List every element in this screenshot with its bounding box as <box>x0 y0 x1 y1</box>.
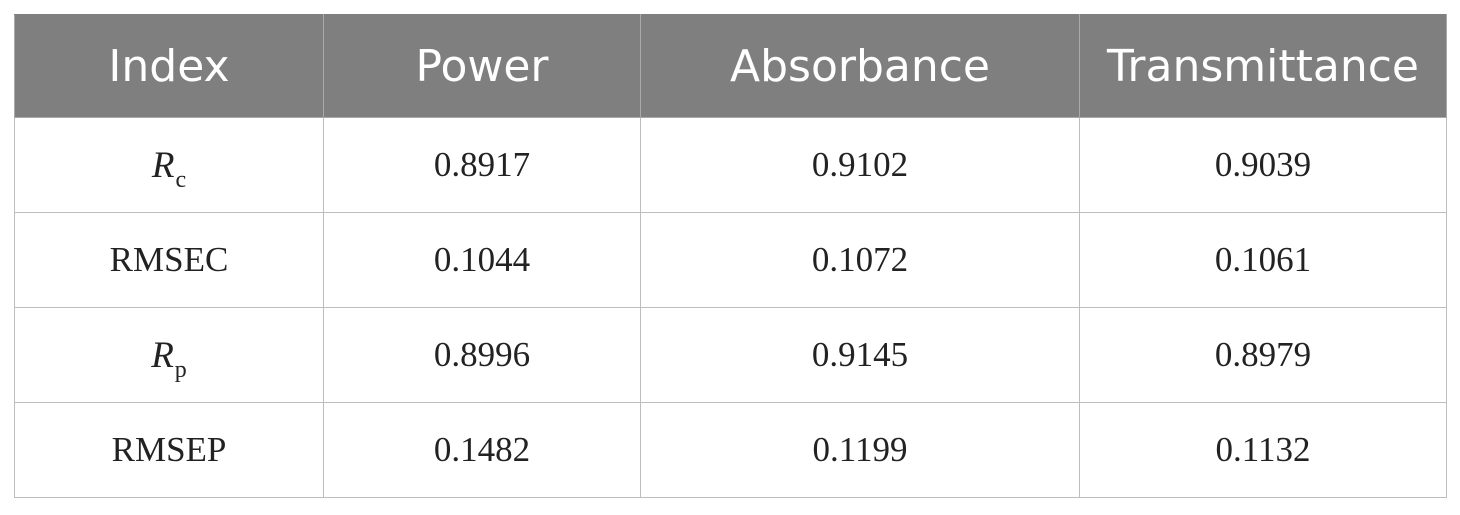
table-row: Rc 0.8917 0.9102 0.9039 <box>14 117 1447 213</box>
index-cell: RMSEC <box>14 212 324 308</box>
transmittance-cell: 0.9039 <box>1079 117 1447 213</box>
index-subscript: c <box>175 166 187 193</box>
power-cell: 0.1044 <box>323 212 641 308</box>
absorbance-cell: 0.1072 <box>640 212 1080 308</box>
transmittance-cell: 0.1061 <box>1079 212 1447 308</box>
header-absorbance: Absorbance <box>640 14 1080 118</box>
transmittance-cell: 0.1132 <box>1079 402 1447 498</box>
table-row: RMSEC 0.1044 0.1072 0.1061 <box>14 212 1447 308</box>
absorbance-cell: 0.9102 <box>640 117 1080 213</box>
index-cell: Rp <box>14 307 324 403</box>
results-table: Index Power Absorbance Transmittance Rc … <box>14 14 1447 498</box>
index-symbol: R <box>151 144 175 186</box>
table-container: Index Power Absorbance Transmittance Rc … <box>14 14 1447 498</box>
power-cell: 0.8996 <box>323 307 641 403</box>
header-row: Index Power Absorbance Transmittance <box>14 14 1447 118</box>
power-cell: 0.1482 <box>323 402 641 498</box>
header-index: Index <box>14 14 324 118</box>
absorbance-cell: 0.9145 <box>640 307 1080 403</box>
power-cell: 0.8917 <box>323 117 641 213</box>
index-subscript: p <box>174 356 187 383</box>
table-row: RMSEP 0.1482 0.1199 0.1132 <box>14 402 1447 498</box>
transmittance-cell: 0.8979 <box>1079 307 1447 403</box>
index-cell: RMSEP <box>14 402 324 498</box>
index-cell: Rc <box>14 117 324 213</box>
header-power: Power <box>323 14 641 118</box>
header-transmittance: Transmittance <box>1079 14 1447 118</box>
absorbance-cell: 0.1199 <box>640 402 1080 498</box>
table-row: Rp 0.8996 0.9145 0.8979 <box>14 307 1447 403</box>
index-symbol: R <box>151 334 174 376</box>
